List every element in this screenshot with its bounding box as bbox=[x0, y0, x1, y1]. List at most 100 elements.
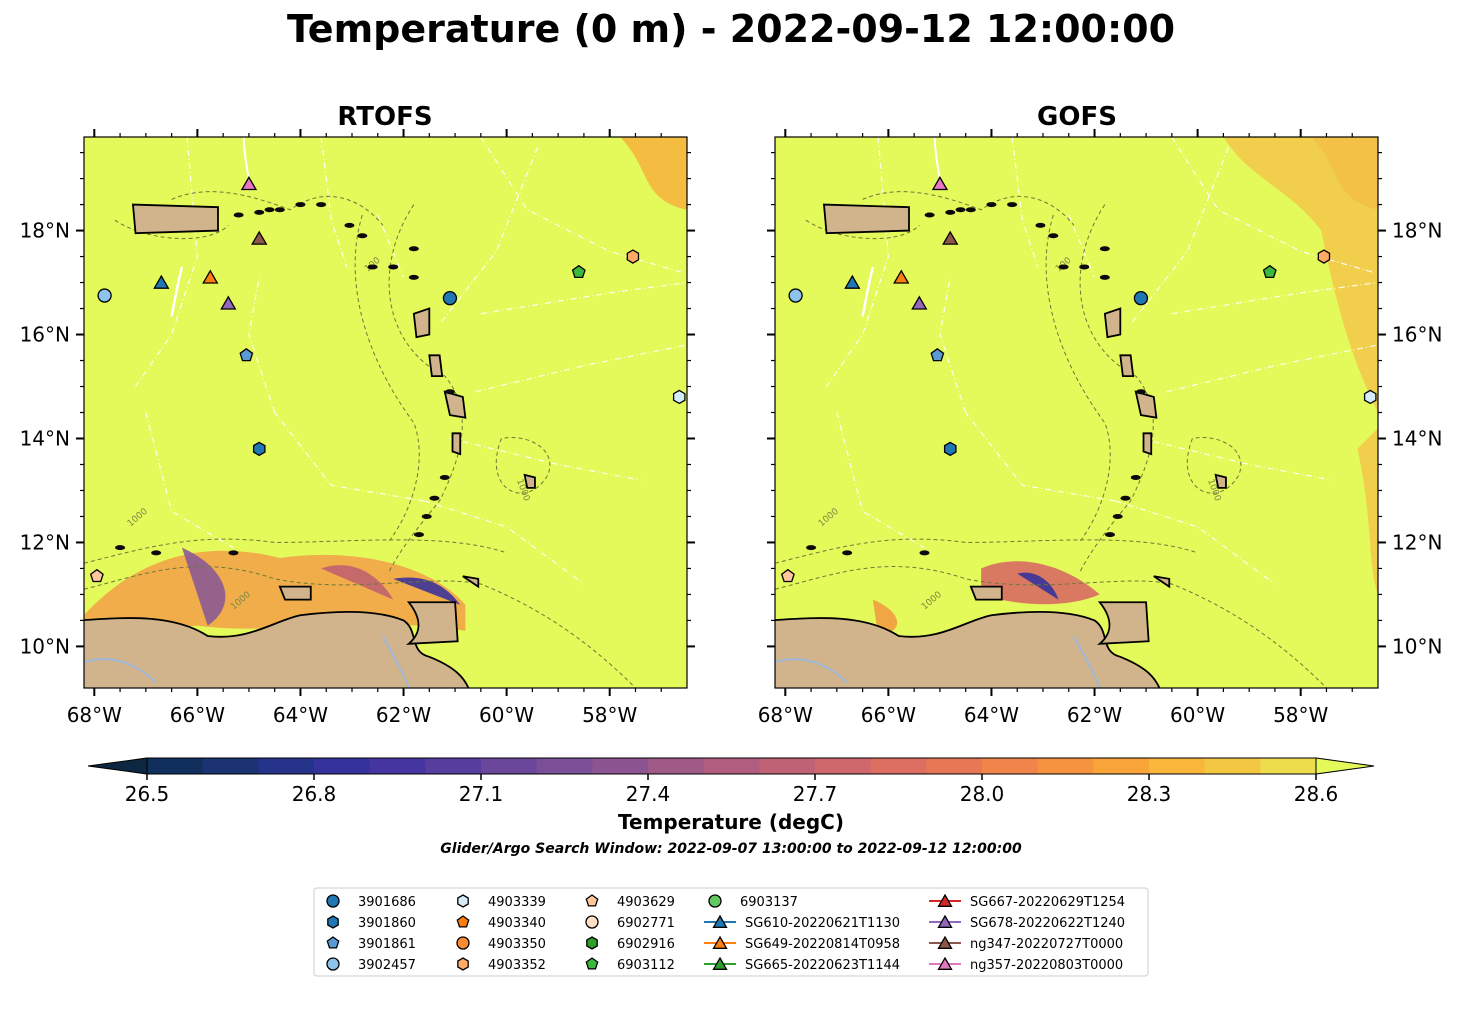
small-island bbox=[924, 212, 935, 218]
marker-ng357-20220803T0000 bbox=[240, 176, 258, 191]
eez-boundary bbox=[1171, 137, 1373, 273]
y-tick-label: 16°N bbox=[20, 323, 70, 347]
map-content: 100010010001000 bbox=[775, 137, 1378, 688]
eez-boundary bbox=[424, 500, 585, 585]
colorbar-segment bbox=[648, 758, 705, 774]
island bbox=[1119, 354, 1135, 378]
legend-marker-SG649-20220814T0958 bbox=[712, 935, 728, 949]
marker-6903112 bbox=[1262, 264, 1277, 279]
small-island bbox=[439, 474, 450, 480]
small-island bbox=[254, 209, 265, 215]
colorbar-segment bbox=[1149, 758, 1206, 774]
colorbar-segment bbox=[147, 758, 204, 774]
marker-3901686 bbox=[442, 290, 458, 306]
x-tick-label: 64°W bbox=[273, 703, 328, 727]
legend-label: SG649-20220814T0958 bbox=[745, 937, 900, 952]
colorbar-tick-label: 28.6 bbox=[1294, 782, 1339, 806]
small-island bbox=[316, 202, 327, 208]
temperature-anomaly bbox=[321, 565, 394, 600]
small-island bbox=[233, 212, 244, 218]
small-island bbox=[965, 207, 976, 213]
bathymetry-contour bbox=[1186, 437, 1242, 494]
marker-3901686 bbox=[1133, 290, 1149, 306]
bathymetry-contour bbox=[775, 566, 1327, 688]
warm-patch bbox=[1223, 137, 1378, 413]
small-island bbox=[295, 202, 306, 208]
marker-3902457 bbox=[788, 288, 803, 303]
colorbar-segment bbox=[369, 758, 426, 774]
river bbox=[84, 658, 157, 684]
colorbar-label: Temperature (degC) bbox=[618, 810, 844, 834]
river bbox=[775, 658, 848, 684]
legend-label: SG667-20220629T1254 bbox=[970, 895, 1125, 910]
glider-track bbox=[170, 266, 184, 317]
colorbar-segment bbox=[258, 758, 315, 774]
legend-box bbox=[313, 887, 1149, 977]
legend-marker-SG667-20220629T1254 bbox=[937, 893, 953, 907]
colorbar-tick-label: 28.3 bbox=[1127, 782, 1172, 806]
y-tick-label: 14°N bbox=[1392, 426, 1442, 450]
marker-3901860 bbox=[252, 441, 266, 457]
colorbar-segment bbox=[1093, 758, 1150, 774]
small-island bbox=[414, 532, 424, 538]
eez-boundary bbox=[939, 277, 967, 413]
y-tick-label: 14°N bbox=[20, 426, 70, 450]
legend-marker-4903350 bbox=[456, 936, 470, 950]
colorbar-segment bbox=[592, 758, 649, 774]
x-tick-label: 62°W bbox=[376, 703, 431, 727]
bathymetry-contour bbox=[1045, 214, 1111, 543]
x-tick-label: 58°W bbox=[1273, 703, 1328, 727]
legend-marker-6902771 bbox=[585, 915, 599, 929]
bathymetry-contour bbox=[862, 191, 1075, 226]
island bbox=[278, 585, 312, 601]
figure-title: Temperature (0 m) - 2022-09-12 12:00:00 bbox=[286, 7, 1176, 51]
legend-marker-3901861 bbox=[326, 936, 340, 949]
colorbar-segment bbox=[1037, 758, 1094, 774]
island bbox=[1134, 390, 1158, 419]
colorbar-tick-label: 27.7 bbox=[793, 782, 838, 806]
panel-title-rtofs: RTOFS bbox=[337, 102, 433, 132]
legend: 3901686 3901860 3901861 3902457 4903339 49033… bbox=[313, 887, 1149, 977]
temperature-anomaly bbox=[1017, 572, 1059, 600]
small-island bbox=[842, 550, 853, 556]
legend-marker-6903137 bbox=[708, 894, 722, 908]
island bbox=[406, 601, 459, 645]
colorbar-segment bbox=[982, 758, 1039, 774]
x-tick-label: 68°W bbox=[67, 703, 122, 727]
colorbar-segment bbox=[314, 758, 371, 774]
bathymetry-contour bbox=[84, 538, 507, 564]
legend-marker-4903352 bbox=[457, 957, 469, 971]
eez-boundary bbox=[320, 137, 348, 268]
marker-3901860 bbox=[943, 441, 957, 457]
small-island bbox=[955, 207, 966, 213]
island bbox=[1097, 601, 1150, 645]
small-island bbox=[1058, 264, 1069, 270]
x-tick-label: 60°W bbox=[479, 703, 534, 727]
small-island bbox=[115, 545, 126, 551]
legend-label: 3901686 bbox=[358, 895, 416, 910]
small-island bbox=[1105, 532, 1115, 538]
bathymetry-contour bbox=[84, 566, 636, 688]
colorbar-segment bbox=[870, 758, 927, 774]
legend-marker-ng357-20220803T0000 bbox=[937, 956, 953, 970]
small-island bbox=[1048, 233, 1059, 239]
marker-4903352 bbox=[1317, 249, 1331, 264]
legend-marker-ng347-20220727T0000 bbox=[937, 935, 953, 949]
legend-label: SG678-20220622T1240 bbox=[970, 916, 1125, 931]
marker-4903339 bbox=[1363, 389, 1377, 405]
glider-track bbox=[861, 266, 875, 317]
marker-SG678-20220622T1240 bbox=[220, 295, 237, 310]
legend-marker-3901860 bbox=[327, 915, 339, 929]
island bbox=[1214, 473, 1227, 489]
y-tick-label: 16°N bbox=[1392, 323, 1442, 347]
legend-marker-3901686 bbox=[326, 894, 340, 908]
eez-boundary bbox=[377, 214, 405, 278]
temperature-anomaly bbox=[181, 547, 226, 626]
legend-label: 4903350 bbox=[488, 937, 546, 952]
marker-4903629 bbox=[89, 568, 104, 583]
river bbox=[382, 635, 410, 688]
eez-boundary bbox=[1115, 500, 1276, 585]
map-panel-gofs: 100010010001000 68°W 66°W 64°W 62°W 60°W 58°W 1… bbox=[758, 129, 1442, 727]
eez-boundary bbox=[274, 412, 425, 502]
